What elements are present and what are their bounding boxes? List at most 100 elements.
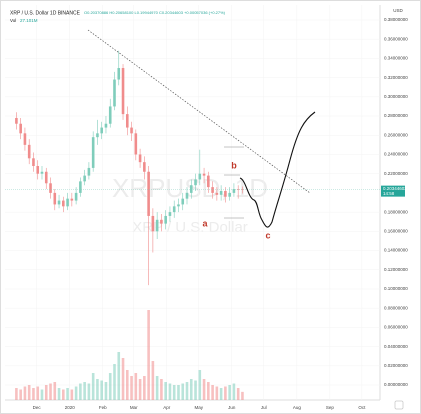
volume-bar [236, 388, 240, 400]
volume-bar [36, 386, 40, 400]
volume-bar [177, 385, 180, 400]
x-tick-label: 2020 [65, 405, 76, 410]
volume-bar [121, 358, 125, 400]
candle-body [83, 175, 86, 182]
volume-bar [66, 388, 69, 400]
candle-body [96, 133, 99, 138]
volume-bar [49, 383, 52, 400]
candle-body [134, 133, 138, 155]
candle-body [66, 198, 69, 207]
y-tick-label: 0.04000000 [384, 344, 408, 349]
candle-body [49, 183, 52, 193]
chart-title: XRP / U.S. Dollar 1D BINANCE [10, 10, 81, 16]
candle-body [185, 192, 189, 199]
volume-bar [53, 382, 57, 400]
volume-bar [202, 379, 206, 400]
candle-body [236, 189, 240, 190]
y-tick-label: 0.00000000 [384, 382, 408, 387]
candle-body [121, 68, 125, 115]
candle-body [79, 181, 82, 193]
volume-bar [40, 389, 44, 400]
candle-body [130, 127, 133, 134]
volume-bar [100, 380, 104, 400]
y-tick-label: 0.28000000 [384, 113, 408, 118]
volume-bar [117, 352, 121, 400]
volume-bar [185, 382, 189, 400]
volume-name: Vol [10, 18, 16, 23]
volume-bar [83, 382, 86, 400]
volume-bar [138, 379, 142, 400]
y-tick-label: 0.10000000 [384, 286, 408, 291]
candle-body [117, 68, 121, 80]
volume-bar [215, 386, 219, 400]
candle-body [62, 200, 65, 207]
y-tick-label: 0.26000000 [384, 132, 408, 137]
volume-bar [164, 382, 167, 400]
volume-bar [23, 386, 27, 400]
candle-body [232, 189, 236, 193]
y-tick-label: 0.34000000 [384, 56, 408, 61]
y-tick-label: 0.38000000 [384, 17, 408, 22]
volume-bar [224, 386, 227, 400]
candle-body [194, 179, 197, 186]
candle-body [228, 192, 231, 197]
volume-bar [19, 389, 22, 400]
ohlc-header: O0.20370886 H0.20658100 L0.19944970 C0.2… [84, 10, 226, 15]
candle-body [211, 187, 214, 193]
candle-body [104, 123, 108, 128]
volume-bar [96, 379, 99, 400]
candle-body [40, 171, 44, 174]
x-tick-label: May [194, 405, 203, 410]
candle-body [168, 212, 172, 216]
volume-bar [189, 379, 193, 400]
projection-path [239, 111, 316, 228]
candle-body [151, 215, 155, 232]
y-tick-label: 0.24000000 [384, 152, 408, 157]
volume-value: 27.101M [20, 18, 38, 23]
wave-label: b [231, 160, 237, 170]
candle-body [87, 167, 91, 176]
candle-body [74, 192, 78, 201]
candle-body [108, 106, 112, 124]
volume-bar [151, 361, 155, 400]
x-tick-label: Apr [163, 405, 171, 410]
volume-bar [198, 370, 202, 400]
candle-body [57, 200, 61, 205]
candle-body [36, 165, 40, 174]
volume-bar [62, 389, 65, 400]
volume-bar [219, 388, 223, 400]
candle-body [224, 190, 227, 197]
volume-bar [207, 382, 210, 400]
y-tick-label: 0.36000000 [384, 36, 408, 41]
candle-body [32, 158, 35, 166]
volume-bar [113, 364, 116, 400]
candle-body [100, 127, 104, 134]
volume-bar [32, 388, 35, 400]
volume-bar [44, 385, 48, 400]
candle-body [160, 219, 163, 224]
candle-body [113, 79, 116, 107]
countdown: 14:58 [383, 191, 395, 196]
volume-bar [172, 385, 176, 400]
candle-body [181, 198, 185, 205]
trend-line [87, 29, 311, 194]
y-tick-label: 0.32000000 [384, 75, 408, 80]
volume-bar [104, 382, 108, 400]
candle-body [198, 173, 202, 180]
candle-body [27, 144, 31, 159]
y-tick-label: 0.16000000 [384, 229, 408, 234]
volume-bar [155, 376, 159, 400]
y-tick-label: 0.22000000 [384, 171, 408, 176]
settings-button[interactable] [394, 400, 404, 410]
candle-body [53, 192, 57, 205]
y-tick-label: 0.02000000 [384, 363, 408, 368]
volume-bar [57, 388, 61, 400]
volume-bar [232, 383, 236, 400]
volume-bar [181, 383, 185, 400]
candle-body [215, 192, 219, 195]
candle-body [70, 198, 74, 201]
currency: USD [393, 8, 403, 13]
y-tick-label: 0.06000000 [384, 325, 408, 330]
